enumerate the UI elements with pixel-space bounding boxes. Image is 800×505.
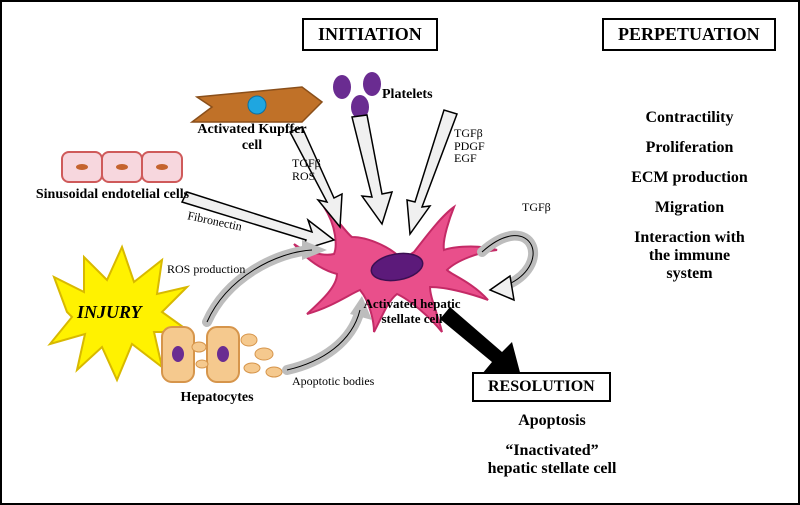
tgfb-pdgf-egf-label: TGFβ PDGF EGF — [454, 127, 485, 165]
apoptotic-bodies-label: Apoptotic bodies — [292, 374, 374, 389]
injury-label: INJURY — [77, 302, 142, 323]
resolution-header: RESOLUTION — [472, 372, 611, 402]
platelets — [333, 72, 381, 119]
perp-item-migration: Migration — [602, 199, 777, 217]
tgfb-autocrine-label: TGFβ — [522, 200, 551, 215]
endothelial-label: Sinusoidal endotelial cells — [30, 187, 195, 203]
perpetuation-list: Contractility Proliferation ECM producti… — [602, 97, 777, 295]
endothelial-cells — [62, 152, 182, 182]
resolution-inactivated: “Inactivated” hepatic stellate cell — [457, 442, 647, 479]
arrow-platelets-down — [352, 115, 392, 224]
perp-item-ecm: ECM production — [602, 169, 777, 187]
tgfb-ros-label: TGFβ ROS — [292, 157, 321, 182]
perp-item-immune: Interaction with the immune system — [602, 229, 777, 283]
resolution-apoptosis: Apoptosis — [457, 412, 647, 430]
ros-prod-label: ROS production — [167, 262, 245, 277]
perp-item-proliferation: Proliferation — [602, 139, 777, 157]
hsc-label: Activated hepatic stellate cell — [357, 297, 467, 327]
kupffer-label: Activated Kupffer cell — [192, 122, 312, 154]
perp-item-contractility: Contractility — [602, 109, 777, 127]
platelets-label: Platelets — [382, 87, 433, 103]
diagram-canvas: INITIATION PERPETUATION — [0, 0, 800, 505]
hepatocytes-label: Hepatocytes — [157, 390, 277, 406]
arrow-ros-production — [207, 240, 327, 322]
arrow-tgfb-autocrine — [482, 236, 533, 300]
kupffer-cell — [192, 87, 322, 122]
hepatocytes — [162, 327, 282, 382]
